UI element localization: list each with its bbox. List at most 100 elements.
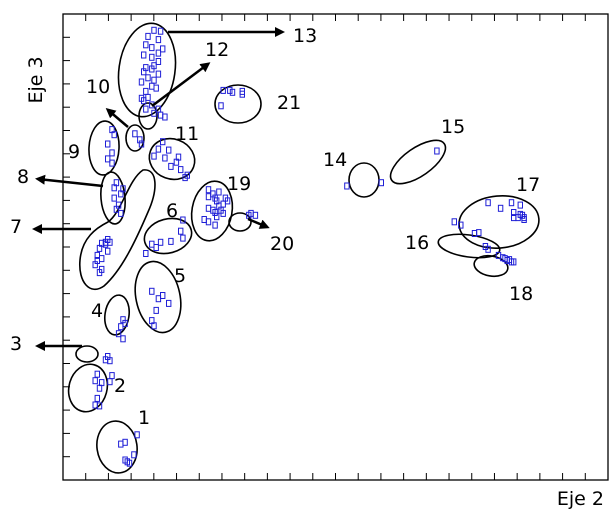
- data-point: [180, 216, 186, 224]
- arrow-8: [35, 174, 104, 188]
- data-point: [109, 159, 115, 167]
- data-point: [118, 209, 124, 217]
- data-point: [111, 194, 117, 202]
- cluster-outline-20: [228, 212, 252, 232]
- data-point: [134, 431, 140, 439]
- data-point: [168, 162, 174, 170]
- data-point: [141, 68, 147, 76]
- data-point: [94, 394, 100, 402]
- cluster-label-16: 16: [405, 232, 429, 254]
- y-axis-label: Eje 3: [25, 56, 47, 103]
- cluster-outline-19: [190, 180, 234, 242]
- data-point: [168, 237, 174, 245]
- cluster-outline-3: [75, 345, 99, 363]
- cluster-outline-5: [134, 260, 182, 334]
- cluster-label-18: 18: [509, 283, 533, 305]
- data-point: [131, 451, 137, 459]
- data-point: [115, 330, 122, 338]
- data-point: [151, 109, 157, 117]
- cluster-label-13: 13: [293, 25, 317, 47]
- data-point: [137, 136, 143, 144]
- data-point: [178, 227, 184, 235]
- data-point: [485, 245, 491, 253]
- data-point: [149, 53, 155, 61]
- data-point: [205, 193, 212, 201]
- cluster-label-12: 12: [205, 39, 229, 61]
- data-point: [378, 179, 385, 187]
- data-point: [155, 145, 162, 153]
- cluster-outline-2: [67, 363, 109, 413]
- cluster-outline-6: [143, 217, 193, 255]
- arrow-10: [105, 108, 129, 128]
- data-point: [160, 292, 166, 299]
- data-point: [92, 377, 98, 385]
- cluster-label-10: 10: [86, 76, 110, 98]
- data-point: [508, 199, 515, 207]
- data-point: [105, 140, 111, 148]
- data-point: [118, 323, 124, 331]
- data-point: [511, 209, 517, 216]
- data-point: [149, 287, 155, 295]
- data-point: [149, 65, 155, 73]
- data-point: [182, 174, 188, 182]
- cluster-label-9: 9: [68, 141, 80, 163]
- cluster-outline-4: [103, 294, 131, 336]
- data-point: [138, 140, 145, 148]
- data-point: [141, 51, 147, 59]
- cluster-outline-13: [117, 22, 177, 118]
- data-point: [153, 306, 159, 314]
- data-point: [511, 214, 517, 222]
- cluster-label-19: 19: [227, 173, 251, 195]
- cluster-arrows: [32, 27, 285, 351]
- data-point: [458, 221, 464, 229]
- data-point: [96, 269, 103, 277]
- data-point: [173, 158, 180, 166]
- data-point: [118, 190, 124, 198]
- data-point: [201, 216, 207, 223]
- data-point: [153, 84, 159, 92]
- data-point: [506, 256, 513, 264]
- data-point: [109, 149, 115, 157]
- cluster-outline-16: [437, 233, 501, 259]
- cluster-label-2: 2: [114, 375, 126, 397]
- data-point: [149, 82, 155, 90]
- data-point: [166, 299, 172, 307]
- data-point: [517, 201, 523, 209]
- cluster-outline-14: [348, 162, 380, 198]
- cluster-labels: 1 2 3 4 5 6 7 8 9 10 11 12 13 14 15 16 1…: [10, 25, 540, 429]
- cluster-label-6: 6: [166, 200, 178, 222]
- cluster-label-3: 3: [10, 333, 22, 355]
- data-point: [239, 90, 246, 98]
- cluster-label-14: 14: [323, 149, 347, 171]
- data-point: [107, 378, 113, 386]
- data-point: [143, 105, 149, 113]
- x-axis-label: Eje 2: [557, 488, 604, 510]
- data-point: [143, 87, 149, 95]
- data-point: [205, 186, 212, 194]
- data-point: [497, 204, 504, 212]
- data-point: [344, 182, 350, 190]
- data-point: [111, 184, 117, 192]
- data-point: [149, 44, 155, 52]
- data-point: [178, 166, 184, 174]
- data-point: [485, 199, 491, 207]
- cluster-label-17: 17: [516, 174, 540, 196]
- data-point: [212, 209, 218, 216]
- cluster-outline-10: [125, 124, 145, 152]
- cluster-label-11: 11: [175, 123, 199, 145]
- cluster-outline-21: [214, 84, 262, 124]
- data-point: [220, 86, 226, 94]
- data-point: [94, 370, 100, 378]
- data-point: [252, 211, 259, 219]
- cluster-label-8: 8: [17, 166, 29, 188]
- data-point: [143, 250, 149, 257]
- data-point: [155, 49, 162, 57]
- data-point: [96, 244, 103, 252]
- data-point: [96, 384, 103, 392]
- data-point: [111, 131, 117, 139]
- data-point: [96, 402, 103, 410]
- cluster-outlines: [67, 22, 540, 474]
- cluster-outline-17: [458, 195, 540, 249]
- data-point: [214, 213, 220, 221]
